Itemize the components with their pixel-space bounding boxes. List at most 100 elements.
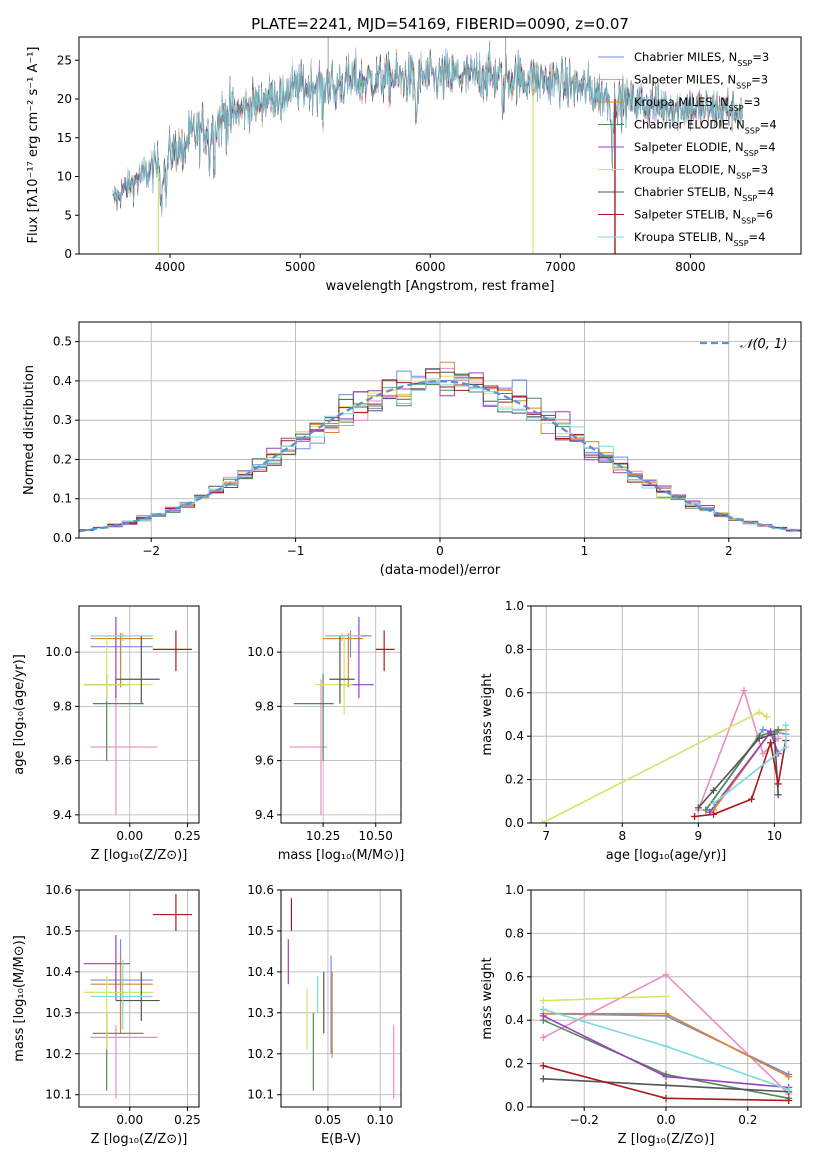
- residual-histogram-panel: −2 −1 0 1 2 0.0 0.1 0.2 0.3 0.4 0.5 (data-model)/er…: [22, 321, 802, 578]
- x-axis-label: Z [log₁₀(Z/Z⊙)]: [91, 1132, 188, 1147]
- y-tick-label: 0.2: [505, 773, 524, 787]
- model-spectrum-line: [112, 44, 743, 218]
- mass-weight-marker: [662, 971, 670, 979]
- y-tick-label: 0.8: [505, 642, 524, 656]
- mass-weight-marker: [539, 1062, 547, 1070]
- mass-weight-marker: [539, 1012, 547, 1020]
- x-tick-label: 8: [618, 829, 626, 843]
- weight-vs-metallicity-panel: −0.2 0.0 0.2 0.0 0.2 0.4 0.6 0.8 1.0 Z [log₁₀(Z/Z…: [480, 883, 802, 1147]
- axes-frame: [78, 36, 802, 255]
- y-tick-label: 0.6: [505, 970, 524, 984]
- legend-subscript: SSP: [741, 216, 756, 225]
- y-tick-label: 9.6: [53, 754, 72, 768]
- y-tick-label: 10.6: [45, 883, 72, 897]
- legend-entry: Chabrier STELIB, NSSP=4: [634, 185, 774, 203]
- plot-area: [112, 37, 743, 254]
- gridlines: [79, 889, 199, 1107]
- mass-weight-marker: [662, 1081, 670, 1089]
- legend-count: =4: [759, 140, 776, 154]
- x-tick-label: 0.25: [174, 829, 201, 843]
- y-tick-label: 9.4: [53, 808, 72, 822]
- y-tick-label: 0.0: [505, 1100, 524, 1114]
- mass-weight-marker: [539, 1005, 547, 1013]
- legend-count: =3: [744, 95, 761, 109]
- legend-subscript: SSP: [736, 171, 751, 180]
- mass-weight-marker: [785, 1096, 793, 1104]
- legend-subscript: SSP: [744, 149, 759, 158]
- errorbar-point: [152, 894, 193, 931]
- legend-count: =6: [756, 208, 773, 222]
- mass-weight-marker: [763, 713, 771, 721]
- figure-title: PLATE=2241, MJD=54169, FIBERID=0090, z=0…: [251, 15, 629, 33]
- legend-entry: Salpeter ELODIE, NSSP=4: [634, 140, 776, 158]
- x-tick-label: 1: [581, 544, 589, 558]
- legend-model-name: Salpeter MILES, N: [634, 73, 736, 87]
- errorbar-point: [90, 633, 153, 688]
- errorbar-point: [289, 679, 328, 815]
- errorbar-point: [83, 635, 153, 701]
- errorbar-point: [314, 635, 353, 715]
- gridlines: [79, 606, 199, 823]
- mass-vs-ebv-panel: 0.05 0.10 10.1 10.2 10.3 10.4 10.5 10.6 E(B-V): [247, 883, 402, 1147]
- gridlines: [281, 606, 401, 823]
- legend-count: =3: [751, 73, 768, 87]
- legend-entry: Kroupa MILES, NSSP=3: [634, 95, 760, 113]
- y-tick-label: 10.5: [45, 924, 72, 938]
- errorbar-point: [325, 633, 361, 642]
- gridlines: [281, 889, 401, 1107]
- x-tick-label: 0.2: [738, 1113, 757, 1127]
- legend-count: =4: [760, 118, 777, 132]
- y-tick-label: 0.4: [505, 1013, 524, 1027]
- legend-subscript: SSP: [736, 81, 751, 90]
- errorbar-point: [90, 959, 153, 1030]
- x-tick-label: 6000: [415, 260, 446, 274]
- x-axis-label: E(B-V): [321, 1132, 361, 1147]
- plot-area: [83, 616, 193, 815]
- y-tick-label: 5: [64, 208, 72, 222]
- mass-vs-metallicity-panel: 0.00 0.25 10.1 10.2 10.3 10.4 10.5 10.6 Z [log₁₀…: [12, 883, 201, 1147]
- y-tick-label: 0.1: [53, 492, 72, 506]
- mass-weight-marker: [774, 734, 782, 742]
- errorbar-point: [90, 955, 153, 1034]
- mass-weight-marker: [710, 810, 718, 818]
- mass-weight-marker: [702, 806, 710, 814]
- y-tick-label: 25: [57, 53, 72, 67]
- axes-frame: [78, 889, 200, 1108]
- plot-area: [287, 898, 395, 1099]
- x-tick-label: 0.0: [656, 1113, 675, 1127]
- mass-weight-marker: [539, 1034, 547, 1042]
- mass-weight-marker: [767, 739, 775, 747]
- legend-model-name: Kroupa ELODIE, N: [634, 163, 736, 177]
- errorbar-point: [83, 935, 130, 1001]
- mass-weight-marker: [774, 780, 782, 788]
- y-tick-label: 9.6: [255, 754, 274, 768]
- plot-area: [83, 894, 193, 1099]
- legend-entry: Kroupa STELIB, NSSP=4: [634, 230, 765, 248]
- x-tick-label: 7: [542, 829, 550, 843]
- errorbar-point: [323, 633, 364, 688]
- mass-weight-marker: [662, 1073, 670, 1081]
- legend-entry: Salpeter STELIB, NSSP=6: [634, 208, 773, 226]
- y-axis-label: mass [log₁₀(M/M⊙)]: [12, 935, 27, 1062]
- x-axis-label: (data-model)/error: [380, 563, 501, 578]
- x-tick-label: −1: [287, 544, 305, 558]
- x-tick-label: 4000: [155, 260, 186, 274]
- y-tick-label: 10.5: [247, 924, 274, 938]
- errorbar-point: [339, 616, 374, 699]
- y-tick-label: 0.2: [53, 452, 72, 466]
- plot-area: [289, 616, 395, 815]
- y-tick-label: 20: [57, 92, 72, 106]
- axes-frame: [280, 605, 402, 824]
- errorbar-point: [152, 630, 193, 672]
- mass-weight-marker: [538, 819, 546, 823]
- age-vs-mass-panel: 10.25 10.50 9.4 9.6 9.8 10.0 mass [log₁₀(M/M⊙)…: [247, 605, 404, 863]
- y-tick-label: 0.4: [53, 374, 72, 388]
- x-axis-label: Z [log₁₀(Z/Z⊙)]: [618, 1132, 715, 1147]
- y-tick-label: 10.4: [247, 965, 274, 979]
- y-tick-label: 0.0: [505, 816, 524, 830]
- y-tick-label: 10.3: [247, 1006, 274, 1020]
- mass-weight-marker: [755, 734, 763, 742]
- y-axis-label: Flux [fλ10⁻¹⁷ erg cm⁻² s⁻¹ A⁻¹]: [26, 47, 41, 244]
- y-tick-label: 0.5: [53, 335, 72, 349]
- errorbar-point: [293, 673, 334, 761]
